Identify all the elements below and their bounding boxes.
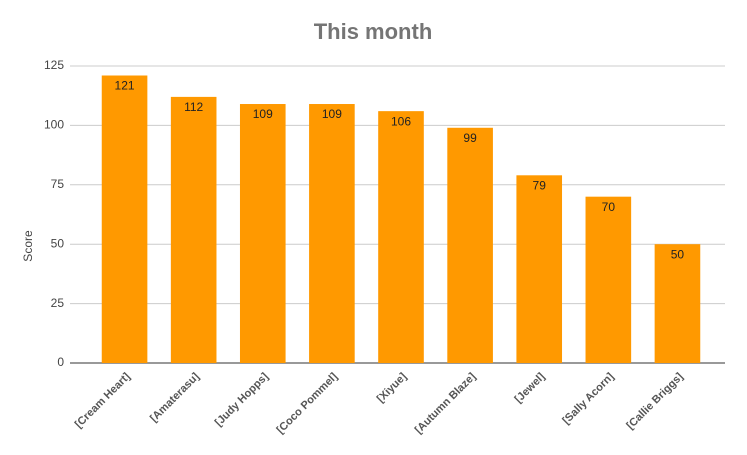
x-tick-label: [Xiyue] [375,370,410,405]
value-label: 121 [115,79,135,93]
y-tick-label: 0 [57,355,64,369]
chart-title: This month [314,19,433,44]
bar [170,96,217,363]
y-tick-label: 50 [51,236,65,250]
bar [101,75,148,363]
x-tick-label: [Coco Pommel] [275,370,341,436]
y-tick-label: 125 [44,58,64,72]
bar [516,175,563,363]
bar [585,196,632,363]
value-label: 112 [184,100,203,114]
x-tick-label: [Amaterasu] [148,370,202,424]
x-tick-label: [Cream Heart] [73,370,133,430]
y-tick-label: 75 [51,177,65,191]
value-label: 79 [533,178,547,192]
value-label: 70 [602,200,616,214]
y-axis-title: Score [21,230,35,262]
value-label: 99 [463,131,477,145]
x-tick-label: [Judy Hopps] [213,370,271,428]
bar [309,104,355,364]
x-tick-label: [Autumn Blaze] [413,370,479,436]
x-tick-label: [Callie Briggs] [624,370,685,431]
value-label: 109 [322,107,342,121]
bar [378,111,424,363]
x-tick-label: [Jewel] [513,370,548,405]
x-tick-label: [Sally Acorn] [560,370,616,426]
y-tick-label: 100 [44,118,64,132]
value-label: 50 [671,247,685,261]
bar [239,104,286,364]
bar [654,244,701,363]
bar [447,127,493,363]
value-label: 109 [253,107,273,121]
y-tick-label: 25 [51,296,65,310]
value-label: 106 [391,114,411,128]
